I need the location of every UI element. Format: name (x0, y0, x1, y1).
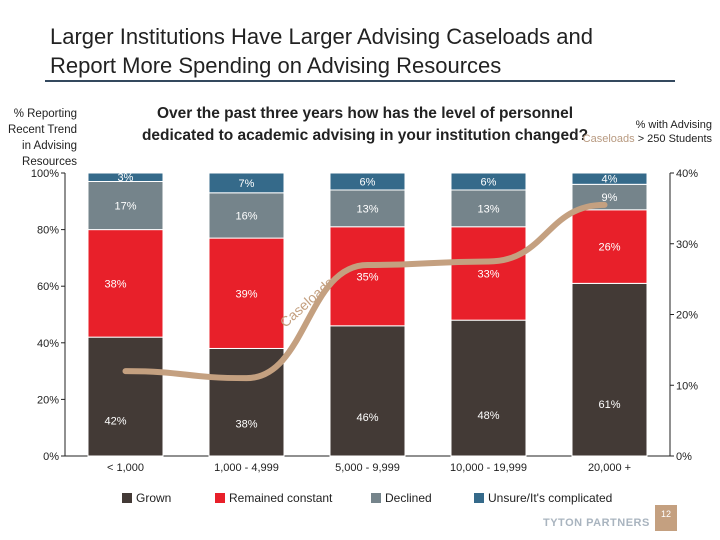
bar-segment (329, 189, 406, 228)
y-tick-label: 20% (37, 394, 59, 406)
bar-segment (208, 172, 285, 194)
data-label: 9% (602, 192, 618, 204)
page-number: 12 (655, 505, 677, 531)
data-label: 48% (477, 410, 499, 422)
y2-label-prefix: % with Advising (635, 119, 712, 131)
slide-title: Larger Institutions Have Larger Advising… (50, 22, 593, 80)
bar-segment (571, 209, 648, 284)
x-tick-label: 1,000 - 4,999 (214, 462, 279, 474)
data-label: 42% (104, 415, 126, 427)
y-tick-label: 40% (37, 338, 59, 350)
y-tick-label: 60% (37, 281, 59, 293)
bar-segment (450, 319, 527, 457)
data-label: 6% (360, 176, 376, 188)
legend-item: Remained constant (215, 491, 332, 505)
data-label: 6% (481, 176, 497, 188)
bar-segment (571, 172, 648, 185)
bar-segment (571, 282, 648, 457)
bar-segment (329, 172, 406, 191)
chart-title: Over the past three years how has the le… (141, 105, 589, 144)
y-axis-label: % Reporting Recent Trend in Advising Res… (7, 108, 77, 168)
legend-item: Declined (371, 491, 432, 505)
legend-item: Grown (122, 491, 171, 505)
legend-label: Grown (136, 491, 172, 505)
data-label: 16% (235, 210, 257, 222)
y2-axis-label: % with Advising Caseloads > 250 Students (572, 118, 712, 146)
y2-tick-label: 20% (676, 310, 698, 322)
data-label: 39% (235, 288, 257, 300)
title-rule (45, 80, 675, 82)
title-line-2: Report More Spending on Advising Resourc… (50, 53, 502, 78)
y-tick-label: 100% (31, 168, 59, 180)
bar-segment (208, 192, 285, 239)
legend-swatch (122, 493, 132, 503)
legend-swatch (474, 493, 484, 503)
bar-segment (450, 189, 527, 228)
y-tick-label: 0% (43, 451, 59, 463)
legend-label: Remained constant (229, 491, 333, 505)
bar-segment (87, 172, 164, 182)
data-label: 33% (477, 268, 499, 280)
data-label: 26% (598, 242, 620, 254)
title-line-1: Larger Institutions Have Larger Advising… (50, 24, 593, 49)
legend-label: Declined (385, 491, 432, 505)
bar-segment (450, 172, 527, 191)
data-label: 4% (602, 174, 618, 186)
legend-swatch (371, 493, 381, 503)
y2-tick-label: 40% (676, 168, 698, 180)
legend-item: Unsure/It's complicated (474, 491, 612, 505)
x-tick-label: 5,000 - 9,999 (335, 462, 400, 474)
y2-tick-label: 0% (676, 451, 692, 463)
y2-label-highlight: Caseloads (582, 133, 635, 145)
bar-segment (329, 325, 406, 457)
data-label: 38% (104, 278, 126, 290)
data-label: 3% (118, 172, 134, 184)
brand-logo: TYTON PARTNERS (543, 517, 650, 529)
y2-label-suffix: > 250 Students (637, 133, 712, 145)
data-label: 38% (235, 419, 257, 431)
bar-segment (208, 237, 285, 349)
legend-label: Unsure/It's complicated (488, 491, 613, 505)
y2-tick-label: 10% (676, 380, 698, 392)
x-tick-label: < 1,000 (107, 462, 144, 474)
caseload-line (122, 201, 608, 382)
data-label: 17% (114, 201, 136, 213)
data-label: 7% (239, 178, 255, 190)
x-tick-label: 20,000 + (588, 462, 631, 474)
data-label: 46% (356, 412, 378, 424)
bar-segment (87, 336, 164, 457)
data-label: 61% (598, 399, 620, 411)
bar-segment (87, 180, 164, 231)
bar-segment (450, 226, 527, 321)
y-tick-label: 80% (37, 225, 59, 237)
y2-tick-label: 30% (676, 239, 698, 251)
data-label: 13% (477, 203, 499, 215)
data-label: 13% (356, 203, 378, 215)
data-label: 35% (356, 271, 378, 283)
bar-segment (87, 229, 164, 338)
bar-segment (208, 347, 285, 457)
legend-swatch (215, 493, 225, 503)
x-tick-label: 10,000 - 19,999 (450, 462, 527, 474)
